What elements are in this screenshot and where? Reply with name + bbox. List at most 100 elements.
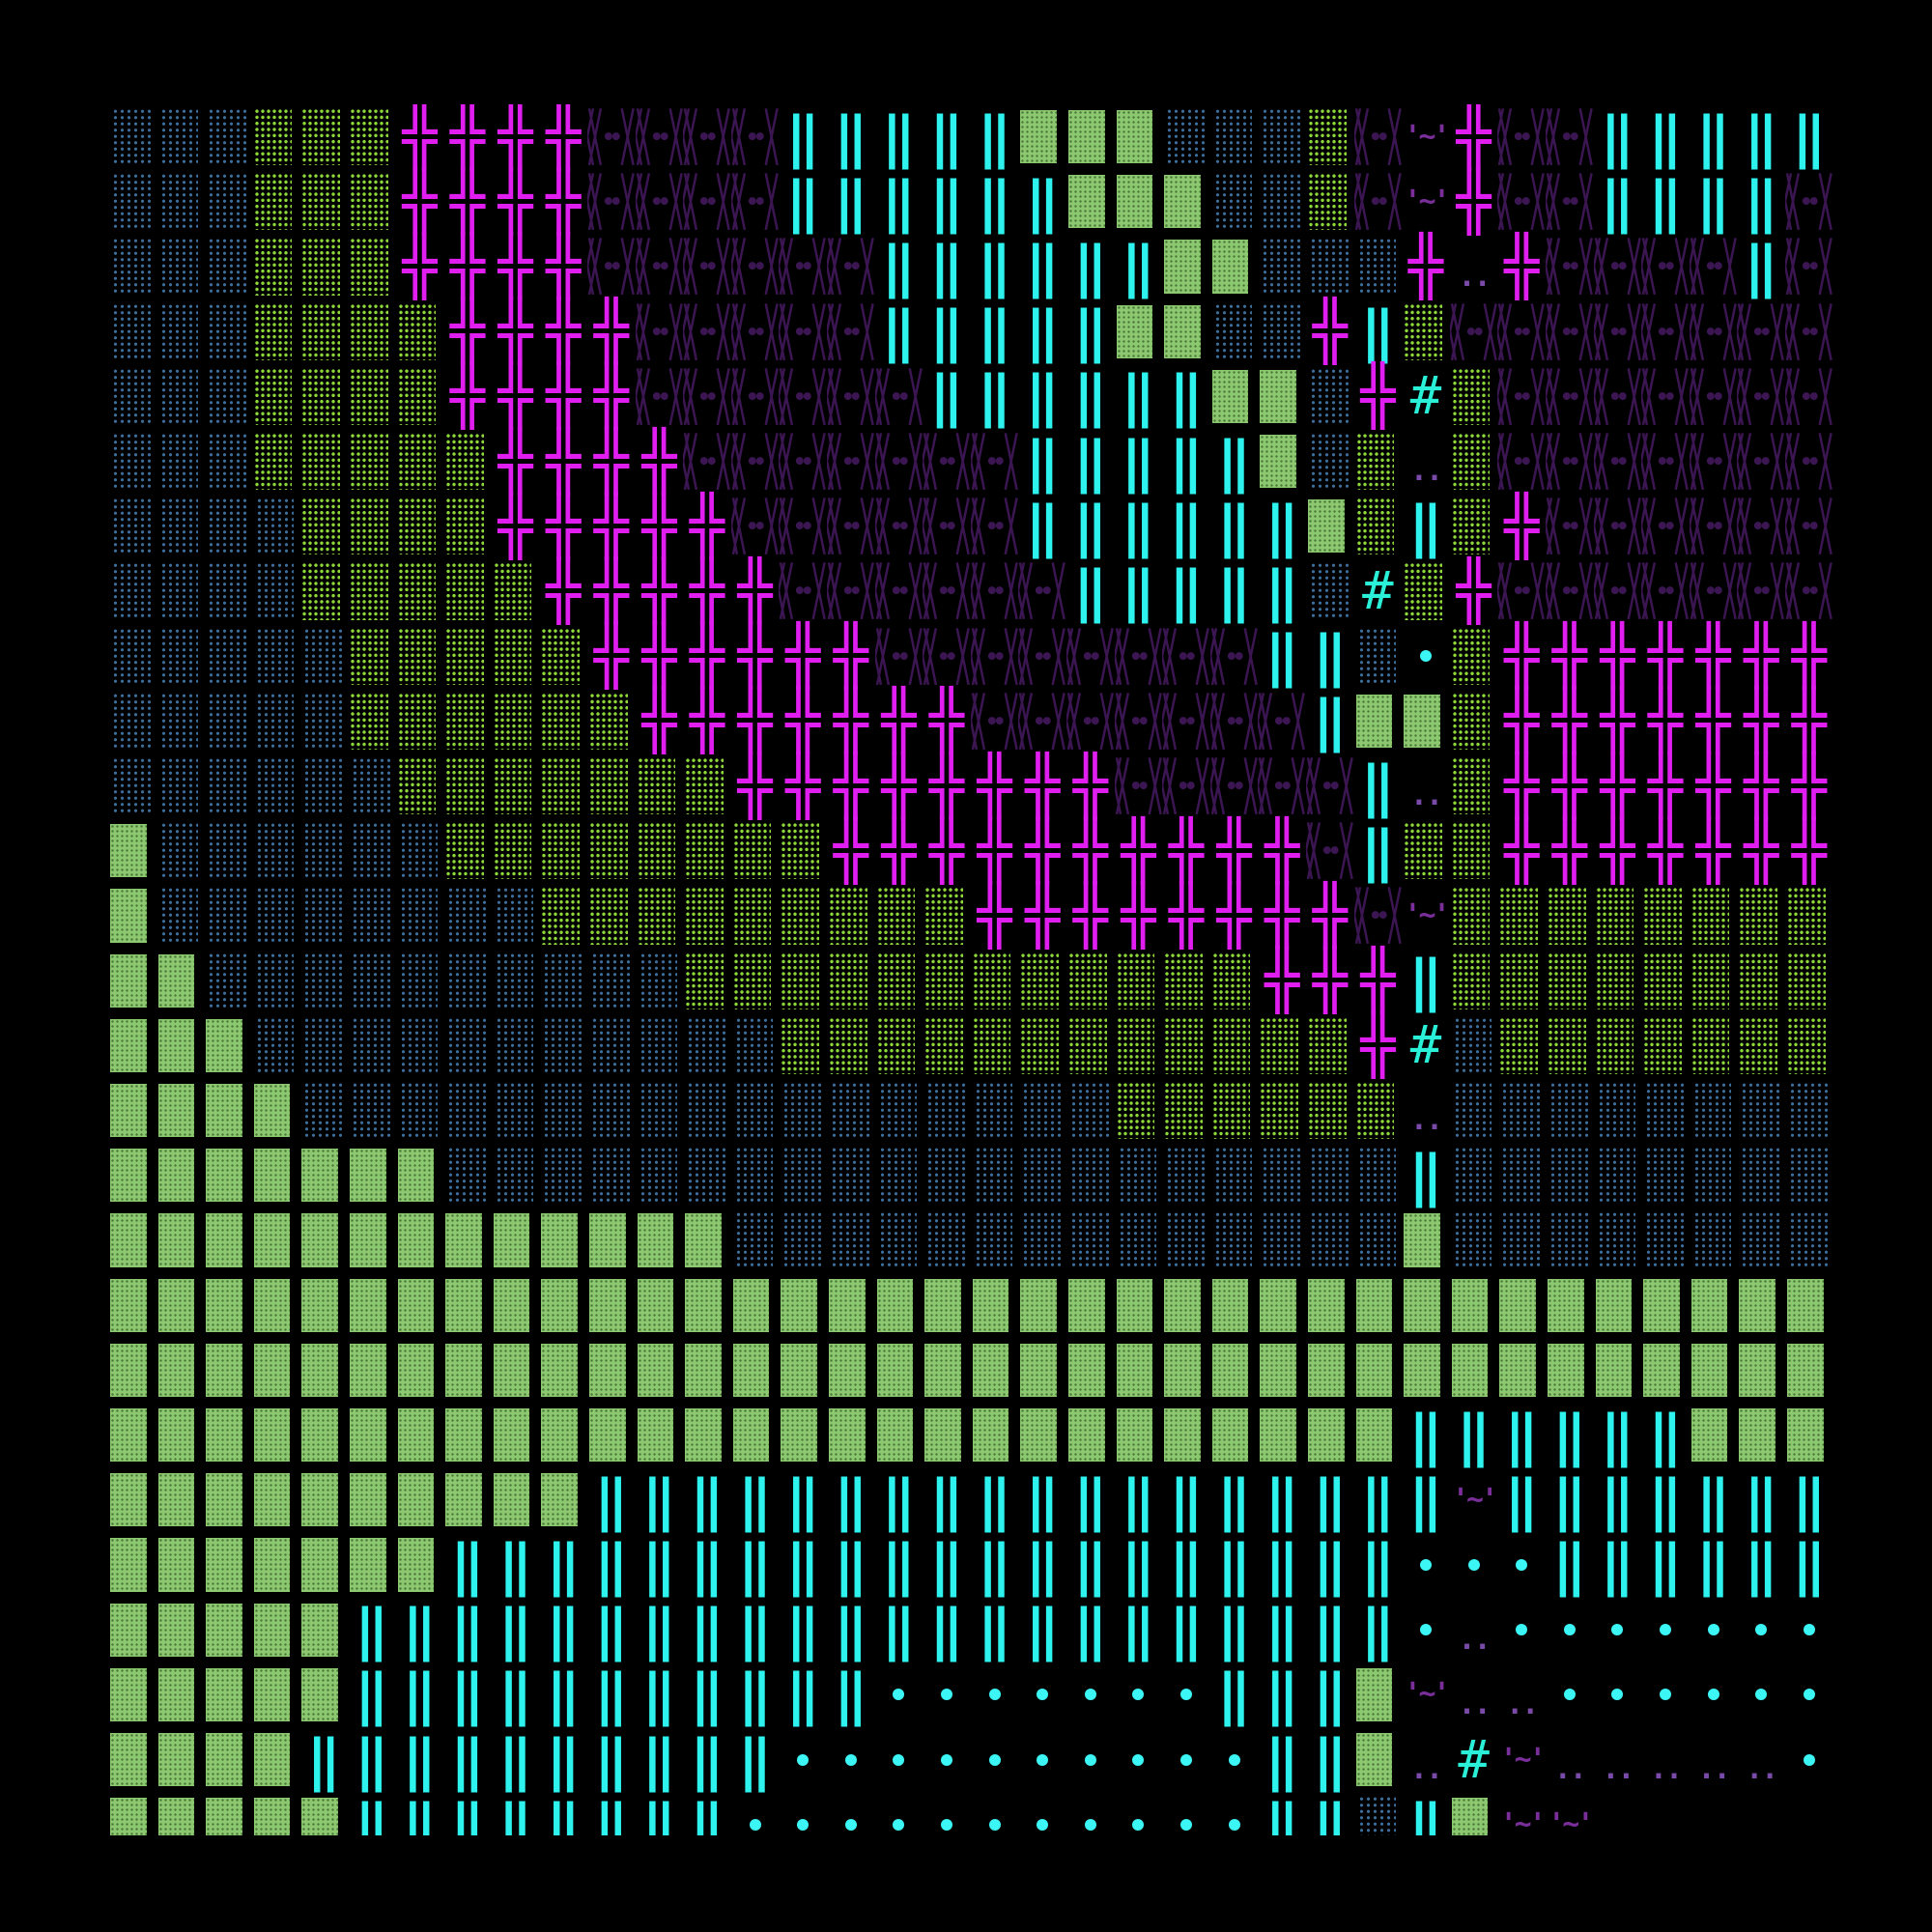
- magenta-cross-glyph: ╬: [1641, 818, 1690, 883]
- texture-fill: [110, 1213, 147, 1267]
- glyph-text: ‖: [834, 168, 868, 235]
- dot-icon: [1803, 1689, 1815, 1701]
- texture-fill: [926, 1082, 965, 1140]
- green-block-cell: [827, 1338, 875, 1403]
- green-block-cell: [108, 883, 156, 948]
- blue-dot-texture-cell: [1737, 1078, 1785, 1143]
- dot-icon: [1419, 650, 1432, 663]
- x-pattern-icon: [1689, 302, 1737, 360]
- texture-fill: [589, 822, 628, 880]
- cyan-double-bar-glyph: ‖: [1018, 494, 1066, 558]
- texture-fill: [829, 1408, 866, 1463]
- glyph-text: ‖: [690, 1466, 724, 1533]
- cyan-double-bar-glyph: ‖: [636, 1598, 684, 1662]
- x-pattern-icon: [970, 562, 1018, 620]
- x-pattern-icon: [1449, 302, 1497, 360]
- dot-icon: [1707, 1624, 1719, 1636]
- glyph-text: ╬: [546, 167, 582, 236]
- texture-fill: [493, 562, 532, 620]
- x-pattern-icon: [1641, 497, 1690, 555]
- blue-dot-texture-cell: [396, 1013, 444, 1078]
- blue-dot-texture-cell: [1641, 1143, 1690, 1208]
- glyph-text: ‖: [929, 104, 964, 170]
- lime-dot-texture-cell: [348, 364, 396, 429]
- lime-dot-texture-cell: [348, 558, 396, 623]
- blue-dot-texture-cell: [492, 949, 540, 1013]
- texture-fill: [1116, 952, 1155, 1009]
- lime-dot-texture-cell: [1641, 883, 1690, 948]
- texture-fill: [1645, 1082, 1684, 1140]
- texture-fill: [781, 1408, 817, 1463]
- blue-dot-texture-cell: [204, 689, 252, 753]
- purple-x-pattern-glyph: [779, 558, 827, 623]
- texture-fill: [493, 1343, 530, 1397]
- blue-dot-texture-cell: [636, 1143, 684, 1208]
- texture-fill: [397, 433, 437, 491]
- glyph-text: ‖: [1648, 1466, 1683, 1533]
- blue-dot-texture-cell: [1258, 1143, 1306, 1208]
- lime-dot-texture-cell: [1306, 169, 1354, 234]
- cyan-double-bar-glyph: ‖: [1258, 1792, 1306, 1835]
- purple-x-pattern-glyph: [1641, 299, 1690, 364]
- lime-dot-texture-cell: [587, 689, 636, 753]
- blue-dot-texture-cell: [299, 624, 348, 689]
- cyan-double-bar-glyph: ‖: [1162, 1598, 1210, 1662]
- dot-icon: [749, 1818, 761, 1831]
- glyph-text: ‖: [1408, 1142, 1443, 1208]
- texture-fill: [1499, 1016, 1538, 1074]
- texture-fill: [687, 1082, 725, 1140]
- blue-dot-texture-cell: [1690, 1078, 1738, 1143]
- texture-fill: [1690, 952, 1730, 1009]
- texture-fill: [831, 1147, 869, 1205]
- green-block-cell: [252, 1208, 300, 1272]
- green-block-cell: [204, 1403, 252, 1467]
- glyph-grid: ╬ ╬ ╬ ╬ ‖ ‖ ‖ ‖ ‖ '~' ╬ ‖ ‖ ‖ ‖ ‖ ╬ ╬ ╬ ╬ ‖ ‖ ‖ ‖ ‖ ‖ '~' ╬ ‖ ‖ ‖ ‖ ╬ ╬ ╬ ╬…: [108, 104, 1835, 1835]
- x-pattern-icon: [1641, 238, 1690, 296]
- cyan-double-bar-glyph: ‖: [1690, 104, 1738, 169]
- texture-fill: [541, 822, 580, 880]
- texture-fill: [1499, 1278, 1536, 1332]
- green-block-cell: [1115, 1403, 1163, 1467]
- texture-fill: [399, 1016, 439, 1074]
- magenta-cross-glyph: ╬: [731, 624, 780, 689]
- magenta-cross-glyph: ╬: [587, 624, 636, 689]
- blue-dot-texture-cell: [204, 883, 252, 948]
- texture-fill: [589, 757, 628, 815]
- green-block-cell: [348, 1273, 396, 1338]
- green-block-cell: [1737, 1403, 1785, 1467]
- glyph-text: ╬: [1456, 556, 1492, 625]
- texture-fill: [397, 1538, 435, 1592]
- green-block-cell: [1210, 364, 1259, 429]
- lime-dot-texture-cell: [1018, 949, 1066, 1013]
- cyan-double-bar-glyph: ‖: [1115, 364, 1163, 429]
- texture-fill: [493, 757, 532, 815]
- dot-icon: [797, 1753, 810, 1766]
- lime-dot-texture-cell: [1737, 949, 1785, 1013]
- lime-dot-texture-cell: [1258, 1078, 1306, 1143]
- cyan-double-bar-glyph: ‖: [971, 1532, 1019, 1597]
- texture-fill: [447, 887, 486, 945]
- texture-fill: [445, 1343, 482, 1397]
- x-pattern-icon: [1546, 433, 1593, 491]
- green-block-cell: [1402, 1208, 1450, 1272]
- magenta-cross-glyph: ╬: [1690, 753, 1738, 818]
- glyph-text: ╬: [737, 622, 773, 691]
- blue-dot-texture-cell: [1210, 104, 1259, 169]
- glyph-text: ‖: [1169, 557, 1204, 624]
- blue-dot-texture-cell: [683, 1143, 731, 1208]
- cyan-double-bar-glyph: ‖: [1641, 104, 1690, 169]
- glyph-text: ╬: [546, 104, 582, 171]
- green-block-cell: [971, 1273, 1019, 1338]
- green-block-cell: [683, 1273, 731, 1338]
- cyan-double-bar-glyph: ‖: [636, 1792, 684, 1835]
- purple-x-pattern-glyph: [1546, 494, 1594, 558]
- texture-fill: [639, 1016, 678, 1074]
- blue-dot-texture-cell: [299, 1013, 348, 1078]
- texture-fill: [1643, 1016, 1682, 1074]
- texture-fill: [1118, 1147, 1157, 1205]
- lime-dot-texture-cell: [923, 1013, 971, 1078]
- cyan-double-bar-glyph: ‖: [1018, 1467, 1066, 1532]
- texture-fill: [541, 1408, 578, 1463]
- blue-dot-texture-cell: [1115, 1143, 1163, 1208]
- glyph-text: ‖: [498, 1791, 533, 1835]
